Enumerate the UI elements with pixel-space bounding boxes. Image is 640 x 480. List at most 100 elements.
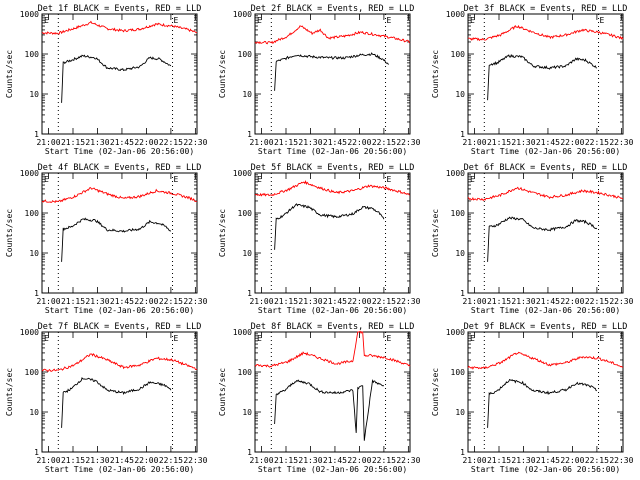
- y-tick-label: 100: [238, 368, 253, 377]
- lld-series-line: [467, 186, 624, 202]
- x-tick-label: 21:30: [511, 138, 535, 147]
- x-tick-label: 22:30: [183, 456, 207, 465]
- y-tick-label: 1: [34, 130, 39, 139]
- y-tick-label: 10: [455, 408, 465, 417]
- lld-series-line: [41, 353, 198, 372]
- y-tick-label: 1000: [446, 169, 465, 178]
- y-tick-label: 100: [451, 209, 466, 218]
- x-tick-label: 21:15: [487, 297, 511, 306]
- y-tick-label: 1000: [20, 328, 39, 337]
- y-tick-label: 1000: [446, 10, 465, 19]
- time-marker-label: E: [174, 175, 179, 184]
- x-tick-label: 21:45: [110, 456, 134, 465]
- x-tick-label: 22:15: [159, 138, 183, 147]
- plot-frame: [467, 13, 624, 135]
- x-tick-label: 22:15: [372, 456, 396, 465]
- lld-series-line: [254, 179, 411, 197]
- events-series-line: [274, 379, 385, 441]
- plot-frame: [41, 13, 198, 135]
- start-marker-label: E: [470, 16, 475, 25]
- start-marker-label: E: [44, 175, 49, 184]
- x-tick-label: 21:00: [462, 297, 486, 306]
- time-marker-label: E: [387, 175, 392, 184]
- x-tick-label: 21:45: [110, 138, 134, 147]
- chart-title: Det 1f BLACK = Events, RED = LLD: [38, 4, 202, 14]
- y-tick-label: 10: [455, 249, 465, 258]
- x-axis-title: Start Time (02-Jan-06 20:56:00): [45, 465, 194, 474]
- events-series-line: [487, 378, 597, 428]
- chart-title: Det 5f BLACK = Events, RED = LLD: [251, 163, 415, 173]
- x-tick-label: 21:45: [110, 297, 134, 306]
- chart-panel-3: Det 3f BLACK = Events, RED = LLD 1 10 100 10…: [431, 4, 634, 156]
- start-marker-label: E: [257, 16, 262, 25]
- time-marker-label: E: [387, 16, 392, 25]
- start-marker-label: E: [470, 334, 475, 343]
- y-axis-title: Counts/sec: [218, 209, 227, 257]
- y-tick-label: 100: [451, 50, 466, 59]
- chart-panel-6: Det 6f BLACK = Events, RED = LLD 1 10 100 10…: [431, 163, 634, 315]
- chart-title: Det 3f BLACK = Events, RED = LLD: [464, 4, 628, 14]
- x-axis-title: Start Time (02-Jan-06 20:56:00): [45, 147, 194, 156]
- lld-series-line: [254, 25, 411, 45]
- plot-frame: [254, 13, 411, 135]
- lld-series-line: [41, 186, 198, 204]
- y-tick-label: 10: [29, 249, 39, 258]
- chart-panel-1: Det 1f BLACK = Events, RED = LLD 1 10 100 10…: [5, 4, 208, 156]
- x-tick-label: 21:15: [274, 138, 298, 147]
- chart-title: Det 6f BLACK = Events, RED = LLD: [464, 163, 628, 173]
- y-tick-label: 10: [29, 90, 39, 99]
- x-tick-label: 22:00: [347, 138, 371, 147]
- x-tick-label: 22:30: [183, 138, 207, 147]
- chart-title: Det 7f BLACK = Events, RED = LLD: [38, 322, 202, 332]
- y-tick-label: 1: [460, 130, 465, 139]
- x-tick-label: 22:30: [396, 297, 420, 306]
- y-tick-label: 100: [238, 50, 253, 59]
- x-tick-label: 21:15: [274, 456, 298, 465]
- events-series-line: [487, 53, 597, 101]
- y-tick-label: 100: [25, 209, 40, 218]
- start-marker-label: E: [44, 334, 49, 343]
- x-tick-label: 22:00: [560, 456, 584, 465]
- y-tick-label: 1: [34, 448, 39, 457]
- chart-title: Det 9f BLACK = Events, RED = LLD: [464, 322, 628, 332]
- lld-series-line: [41, 20, 198, 35]
- chart-panel-9: Det 9f BLACK = Events, RED = LLD 1 10 100 10…: [431, 322, 634, 474]
- x-tick-label: 21:30: [511, 297, 535, 306]
- plot-frame: [467, 172, 624, 294]
- x-tick-label: 21:00: [36, 456, 60, 465]
- events-series-line: [274, 52, 390, 91]
- plot-frame: [41, 331, 198, 453]
- chart-title: Det 2f BLACK = Events, RED = LLD: [251, 4, 415, 14]
- start-marker-label: E: [257, 175, 262, 184]
- events-series-line: [61, 217, 172, 262]
- y-tick-label: 1000: [233, 169, 252, 178]
- y-tick-label: 10: [242, 408, 252, 417]
- y-tick-label: 100: [238, 209, 253, 218]
- plot-frame: [254, 172, 411, 294]
- x-tick-label: 22:00: [134, 138, 158, 147]
- y-axis-title: Counts/sec: [5, 209, 14, 257]
- y-tick-label: 10: [242, 249, 252, 258]
- events-series-line: [274, 203, 385, 250]
- y-tick-label: 1: [460, 289, 465, 298]
- start-marker-label: E: [470, 175, 475, 184]
- plot-frame: [254, 331, 411, 453]
- y-tick-label: 1: [34, 289, 39, 298]
- chart-title: Det 4f BLACK = Events, RED = LLD: [38, 163, 202, 173]
- lld-series-line: [254, 330, 411, 368]
- x-tick-label: 22:30: [183, 297, 207, 306]
- x-tick-label: 21:00: [36, 138, 60, 147]
- y-tick-label: 10: [455, 90, 465, 99]
- y-tick-label: 1000: [20, 10, 39, 19]
- x-tick-label: 21:00: [462, 138, 486, 147]
- x-tick-label: 22:15: [372, 138, 396, 147]
- x-tick-label: 21:45: [323, 456, 347, 465]
- y-axis-title: Counts/sec: [218, 368, 227, 416]
- y-tick-label: 100: [25, 50, 40, 59]
- chart-title: Det 8f BLACK = Events, RED = LLD: [251, 322, 415, 332]
- x-tick-label: 22:00: [134, 297, 158, 306]
- x-tick-label: 21:30: [298, 138, 322, 147]
- chart-panel-8: Det 8f BLACK = Events, RED = LLD 1 10 100 10…: [218, 322, 421, 474]
- x-tick-label: 21:00: [249, 456, 273, 465]
